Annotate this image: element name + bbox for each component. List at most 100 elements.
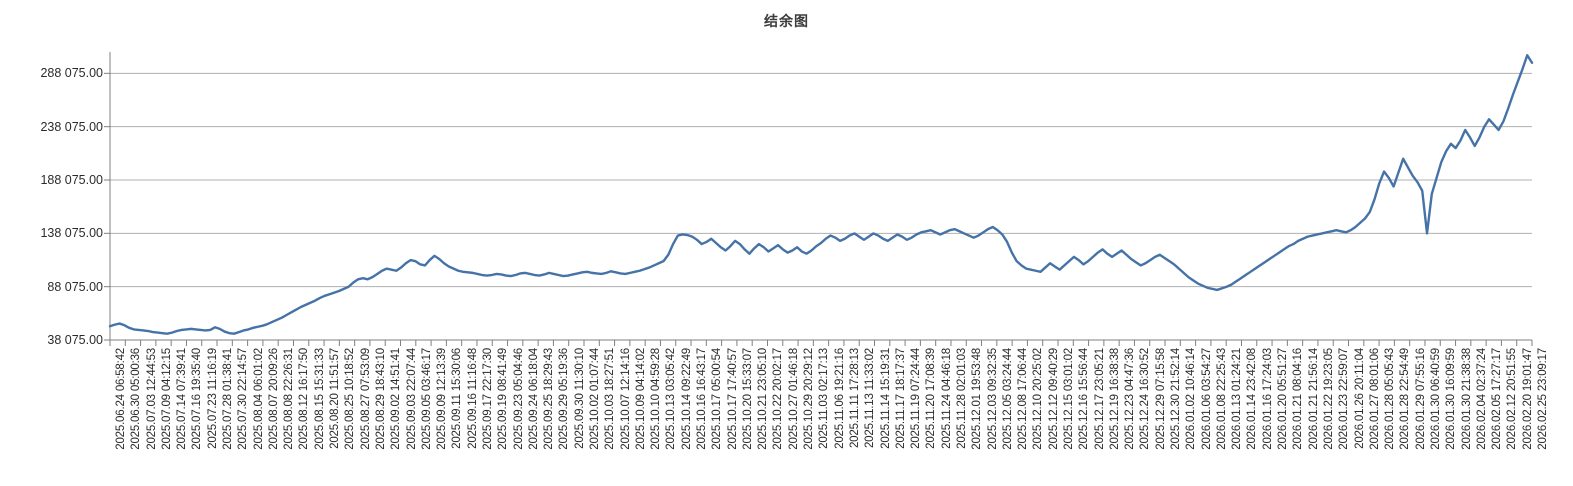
x-axis-tick-label: 2025.08.29 18:43:10 <box>374 348 387 450</box>
x-axis-tick-label: 2025.11.11 17:28:13 <box>848 348 861 449</box>
y-axis-tick-label: 188 075.00 <box>40 173 103 187</box>
x-axis-tick-label: 2025.11.17 18:17:37 <box>894 348 907 449</box>
x-axis-tick-label: 2026.01.20 05:51:27 <box>1277 348 1290 450</box>
x-axis-tick-label: 2025.09.02 14:51:41 <box>390 348 403 450</box>
x-axis-tick-label: 2025.07.03 12:44:53 <box>145 348 158 450</box>
x-axis-tick-label: 2025.12.24 16:30:52 <box>1139 348 1152 450</box>
x-axis-tick-label: 2025.07.30 22:14:57 <box>237 348 250 450</box>
x-axis-tick-label: 2026.01.02 10:46:14 <box>1185 348 1198 450</box>
x-axis-tick-marks <box>109 340 1533 346</box>
x-axis-tick-label: 2025.08.04 06:01:02 <box>252 348 265 450</box>
x-axis-tick-label: 2025.12.17 23:05:21 <box>1093 348 1106 450</box>
x-axis-tick-label: 2025.06.30 05:00:36 <box>130 348 143 450</box>
x-axis-tick-label: 2025.07.14 07:39:41 <box>176 348 189 450</box>
x-axis-tick-label: 2025.12.29 07:15:58 <box>1154 348 1167 450</box>
x-axis-tick-label: 2026.01.28 22:54:49 <box>1399 348 1412 450</box>
x-axis-tick-label: 2025.07.23 11:16:19 <box>206 348 219 449</box>
x-axis-tick-label: 2025.10.20 15:33:07 <box>741 348 754 450</box>
x-axis-tick-label: 2025.08.07 20:09:26 <box>267 348 280 450</box>
x-axis-tick-label: 2025.09.17 22:17:30 <box>481 348 494 450</box>
x-axis-tick-label: 2026.01.08 22:25:43 <box>1215 348 1228 450</box>
x-axis-tick-label: 2025.09.25 18:29:43 <box>543 348 556 450</box>
x-axis-tick-label: 2025.09.30 11:30:10 <box>573 348 586 449</box>
x-axis-tick-label: 2026.02.20 19:01:47 <box>1521 348 1534 450</box>
x-axis-tick-label: 2025.10.13 03:05:42 <box>665 348 678 450</box>
x-axis-tick-label: 2025.09.19 08:41:49 <box>497 348 510 450</box>
x-axis-tick-label: 2026.01.23 22:59:07 <box>1338 348 1351 450</box>
x-axis-tick-label: 2025.08.27 07:53:09 <box>359 348 372 450</box>
x-axis-tick-label: 2025.12.05 03:24:44 <box>1001 348 1014 450</box>
x-axis-tick-label: 2025.08.20 11:51:57 <box>329 348 342 449</box>
y-axis-tick-label: 288 075.00 <box>40 66 103 81</box>
x-axis-tick-label: 2025.10.02 01:07:44 <box>589 348 601 450</box>
x-axis-tick-label: 2025.11.19 07:24:44 <box>910 348 923 449</box>
x-axis-tick-label: 2026.01.27 08:01:06 <box>1368 348 1381 450</box>
x-axis-tick-label: 2025.12.12 09:40:29 <box>1047 348 1060 450</box>
x-axis-tick-label: 2025.09.09 12:13:39 <box>436 348 449 450</box>
chart-title: 结余图 <box>764 13 809 29</box>
x-axis-tick-label: 2025.11.13 11:33:02 <box>864 348 877 449</box>
x-axis-tick-label: 2025.11.03 02:17:13 <box>818 348 831 449</box>
x-axis-tick-label: 2025.12.08 17:06:44 <box>1017 348 1030 450</box>
x-axis-tick-label: 2026.01.30 06:40:59 <box>1429 348 1442 450</box>
x-axis-tick-label: 2025.10.27 01:46:18 <box>787 348 800 450</box>
x-axis-tick-label: 2025.12.19 16:38:38 <box>1108 348 1121 450</box>
x-axis-tick-label: 2026.02.25 23:09:17 <box>1537 348 1549 450</box>
x-axis-tick-label: 2025.09.24 06:18:04 <box>527 348 540 450</box>
x-axis-tick-label: 2026.01.30 16:09:59 <box>1445 348 1458 450</box>
x-axis-tick-label: 2025.11.14 15:19:31 <box>879 348 892 449</box>
x-axis-tick-label: 2025.08.25 10:18:52 <box>344 348 357 450</box>
x-axis-tick-label: 2026.02.04 02:37:24 <box>1475 348 1488 450</box>
x-axis-tick-label: 2025.09.29 05:19:36 <box>558 348 571 450</box>
x-axis-tick-label: 2025.10.14 09:22:49 <box>680 348 693 450</box>
x-axis-tick-label: 2025.07.09 04:12:15 <box>160 348 173 450</box>
x-axis-tick-label: 2025.08.15 15:31:33 <box>313 348 326 450</box>
x-axis-tick-label: 2026.01.16 17:24:03 <box>1261 348 1274 450</box>
x-axis-tick-label: 2025.09.16 11:16:48 <box>466 348 479 449</box>
x-axis-tick-label: 2025.10.21 23:05:10 <box>757 348 770 450</box>
x-axis-tick-label: 2026.01.06 03:54:27 <box>1200 348 1213 450</box>
x-axis-tick-label: 2026.01.26 20:11:04 <box>1353 348 1366 449</box>
x-axis-tick-label: 2025.10.09 04:14:02 <box>634 348 647 450</box>
x-axis-tick-label: 2025.12.10 20:25:02 <box>1032 348 1045 450</box>
x-axis-tick-label: 2025.09.05 03:46:17 <box>420 348 433 450</box>
x-axis-tick-label: 2025.10.29 20:29:12 <box>803 348 816 450</box>
x-axis-tick-label: 2025.09.11 15:30:06 <box>451 348 464 449</box>
y-axis-tick-label: 38 075.00 <box>47 333 103 347</box>
x-axis-tick-label: 2025.08.12 16:17:50 <box>298 348 311 450</box>
x-axis-tick-label: 2025.11.28 02:01:03 <box>955 348 968 449</box>
x-axis-tick-label: 2026.02.05 17:27:17 <box>1491 348 1504 450</box>
y-axis-tick-label: 138 075.00 <box>40 226 103 241</box>
x-axis-tick-label: 2025.12.01 19:53:48 <box>971 348 984 450</box>
x-axis-tick-label: 2025.10.03 18:27:51 <box>604 348 617 450</box>
x-axis-tick-label: 2025.12.15 03:01:02 <box>1063 348 1075 450</box>
x-axis-tick-label: 2025.10.10 04:59:28 <box>650 348 663 450</box>
y-axis-tick-labels: 38 075.00 88 075.00 138 075.00 188 075.00 23… <box>0 0 103 486</box>
x-axis-tick-label: 2025.11.06 19:21:16 <box>833 348 846 449</box>
x-axis-tick-label: 2025.10.17 05:00:54 <box>711 348 724 450</box>
x-axis-tick-label: 2026.01.22 19:23:05 <box>1322 348 1335 450</box>
x-axis-tick-label: 2026.01.14 23:42:08 <box>1246 348 1259 450</box>
x-axis-tick-label: 2025.11.24 04:46:18 <box>940 348 953 449</box>
x-axis-tick-label: 2026.01.21 21:56:14 <box>1307 348 1320 450</box>
x-axis-tick-label: 2025.09.03 22:07:44 <box>405 348 418 450</box>
x-axis-tick-label: 2025.08.08 22:26:31 <box>283 348 296 450</box>
x-axis-tick-label: 2025.12.03 09:32:35 <box>986 348 999 450</box>
x-axis-tick-label: 2026.01.13 01:24:21 <box>1231 348 1244 450</box>
x-axis-tick-label: 2026.01.30 21:38:38 <box>1460 348 1473 450</box>
x-axis-tick-label: 2025.12.23 04:47:36 <box>1124 348 1137 450</box>
axis-lines <box>109 52 1532 341</box>
x-axis-tick-label: 2025.10.07 12:14:16 <box>619 348 632 450</box>
x-axis-tick-label: 2025.10.17 17:40:57 <box>726 348 739 450</box>
x-axis-tick-label: 2025.12.16 15:56:44 <box>1078 348 1091 450</box>
x-axis-tick-label: 2025.06.24 06:58:42 <box>115 348 127 450</box>
x-axis-tick-label: 2025.11.20 17:08:39 <box>925 348 938 449</box>
x-axis-tick-label: 2026.01.21 08:04:16 <box>1292 348 1305 450</box>
x-axis-tick-label: 2025.10.16 16:43:17 <box>696 348 709 450</box>
x-axis-tick-label: 2025.07.28 01:38:41 <box>222 348 235 450</box>
x-axis-tick-label: 2025.07.16 19:35:40 <box>191 348 204 450</box>
x-axis-tick-label: 2025.10.22 20:02:17 <box>772 348 785 450</box>
